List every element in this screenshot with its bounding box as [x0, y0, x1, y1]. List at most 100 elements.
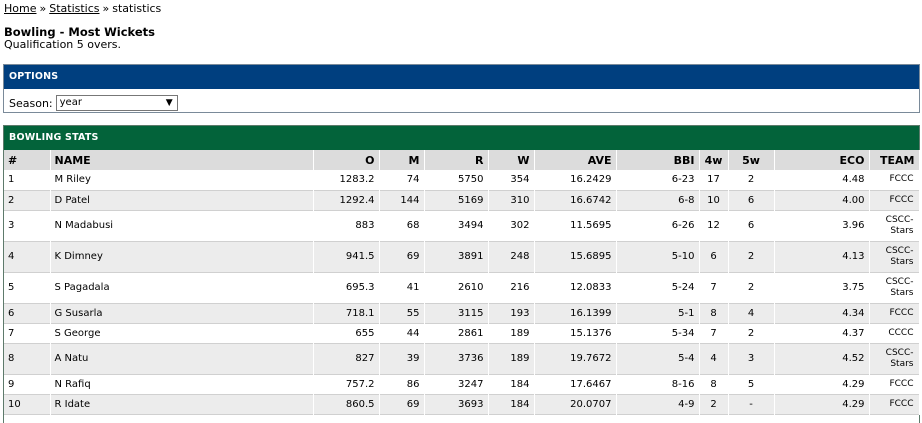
breadcrumb-home-link[interactable]: Home — [4, 2, 37, 15]
cell-maidens: 86 — [379, 374, 425, 394]
cell-wickets: 354 — [488, 170, 535, 190]
table-header-row: # NAME O M R W AVE BBI 4w 5w ECO TEAM — [4, 150, 920, 170]
cell-4w: 17 — [699, 170, 729, 190]
cell-name[interactable]: S Pagadala — [50, 272, 314, 303]
cell-economy: 4.29 — [774, 374, 870, 394]
cell-overs: 655 — [313, 323, 380, 343]
cell-wickets: 189 — [488, 343, 535, 374]
header-col-4w[interactable]: 4w — [699, 150, 729, 170]
options-panel: OPTIONS Season: year ▼ — [3, 64, 920, 113]
header-col-overs[interactable]: O — [313, 150, 380, 170]
cell-wickets: 189 — [488, 323, 535, 343]
cell-average: 19.7672 — [534, 343, 617, 374]
header-col-maidens[interactable]: M — [379, 150, 425, 170]
cell-average: 16.2429 — [534, 170, 617, 190]
cell-5w: 6 — [728, 210, 775, 241]
cell-5w: 4 — [728, 303, 775, 323]
cell-name[interactable]: R Idate — [50, 394, 314, 414]
cell-economy: 4.29 — [774, 394, 870, 414]
cell-economy: 3.75 — [774, 272, 870, 303]
cell-4w: 10 — [699, 190, 729, 210]
cell-team: FCCC — [869, 374, 920, 394]
cell-team: CSCC- Stars — [869, 343, 920, 374]
cell-bbi: 5-4 — [616, 343, 700, 374]
cell-5w: 2 — [728, 272, 775, 303]
cell-rank: 1 — [4, 170, 51, 190]
cell-bbi: 8-16 — [616, 374, 700, 394]
cell-overs: 941.5 — [313, 241, 380, 272]
cell-rank: 10 — [4, 394, 51, 414]
page-subtitle: Qualification 5 overs. — [4, 38, 122, 51]
bowling-stats-header: BOWLING STATS — [4, 126, 919, 150]
cell-economy: 4.00 — [774, 190, 870, 210]
cell-name[interactable]: K Dimney — [50, 241, 314, 272]
cell-4w: 4 — [699, 343, 729, 374]
cell-name[interactable]: N Madabusi — [50, 210, 314, 241]
cell-overs: 883 — [313, 210, 380, 241]
cell-economy: 3.96 — [774, 210, 870, 241]
breadcrumb-separator: » — [102, 2, 110, 15]
cell-bbi: 5-24 — [616, 272, 700, 303]
cell-average: 15.6895 — [534, 241, 617, 272]
header-col-economy[interactable]: ECO — [774, 150, 870, 170]
cell-maidens: 68 — [379, 210, 425, 241]
cell-maidens: 74 — [379, 170, 425, 190]
cell-average: 16.1399 — [534, 303, 617, 323]
cell-name[interactable]: N Rafiq — [50, 374, 314, 394]
cell-average: 11.5695 — [534, 210, 617, 241]
chevron-down-icon: ▼ — [165, 98, 173, 108]
cell-runs: 3247 — [424, 374, 489, 394]
cell-overs: 827 — [313, 343, 380, 374]
breadcrumb-statistics-link[interactable]: Statistics — [49, 2, 100, 15]
cell-rank: 8 — [4, 343, 51, 374]
header-col-rank[interactable]: # — [4, 150, 51, 170]
cell-wickets: 193 — [488, 303, 535, 323]
cell-team: FCCC — [869, 394, 920, 414]
cell-average: 17.6467 — [534, 374, 617, 394]
cell-5w: 3 — [728, 343, 775, 374]
header-col-name[interactable]: NAME — [50, 150, 314, 170]
season-select[interactable]: year ▼ — [55, 95, 178, 111]
cell-rank: 6 — [4, 303, 51, 323]
cell-team: CSCC- Stars — [869, 210, 920, 241]
cell-name[interactable]: D Patel — [50, 190, 314, 210]
cell-name[interactable]: G Susarla — [50, 303, 314, 323]
cell-runs: 3494 — [424, 210, 489, 241]
cell-5w: 2 — [728, 170, 775, 190]
cell-overs: 1283.2 — [313, 170, 380, 190]
cell-name[interactable]: S George — [50, 323, 314, 343]
cell-economy: 4.37 — [774, 323, 870, 343]
cell-economy: 4.52 — [774, 343, 870, 374]
cell-bbi: 6-26 — [616, 210, 700, 241]
cell-maidens: 69 — [379, 241, 425, 272]
header-col-bbi[interactable]: BBI — [616, 150, 700, 170]
cell-5w: 2 — [728, 241, 775, 272]
cell-maidens: 41 — [379, 272, 425, 303]
cell-name[interactable]: M Riley — [50, 170, 314, 190]
breadcrumb-separator: » — [39, 2, 47, 15]
cell-runs: 3736 — [424, 343, 489, 374]
header-col-5w[interactable]: 5w — [728, 150, 775, 170]
cell-wickets: 302 — [488, 210, 535, 241]
header-col-runs[interactable]: R — [424, 150, 489, 170]
header-col-team[interactable]: TEAM — [869, 150, 920, 170]
season-select-value: year — [59, 97, 82, 108]
cell-bbi: 5-34 — [616, 323, 700, 343]
cell-maidens: 55 — [379, 303, 425, 323]
cell-wickets: 248 — [488, 241, 535, 272]
cell-name[interactable]: A Natu — [50, 343, 314, 374]
header-col-wickets[interactable]: W — [488, 150, 535, 170]
header-col-average[interactable]: AVE — [534, 150, 617, 170]
cell-5w: 2 — [728, 323, 775, 343]
cell-5w: 6 — [728, 190, 775, 210]
cell-rank: 9 — [4, 374, 51, 394]
cell-bbi: 5-1 — [616, 303, 700, 323]
cell-4w: 8 — [699, 303, 729, 323]
cell-5w: 5 — [728, 374, 775, 394]
